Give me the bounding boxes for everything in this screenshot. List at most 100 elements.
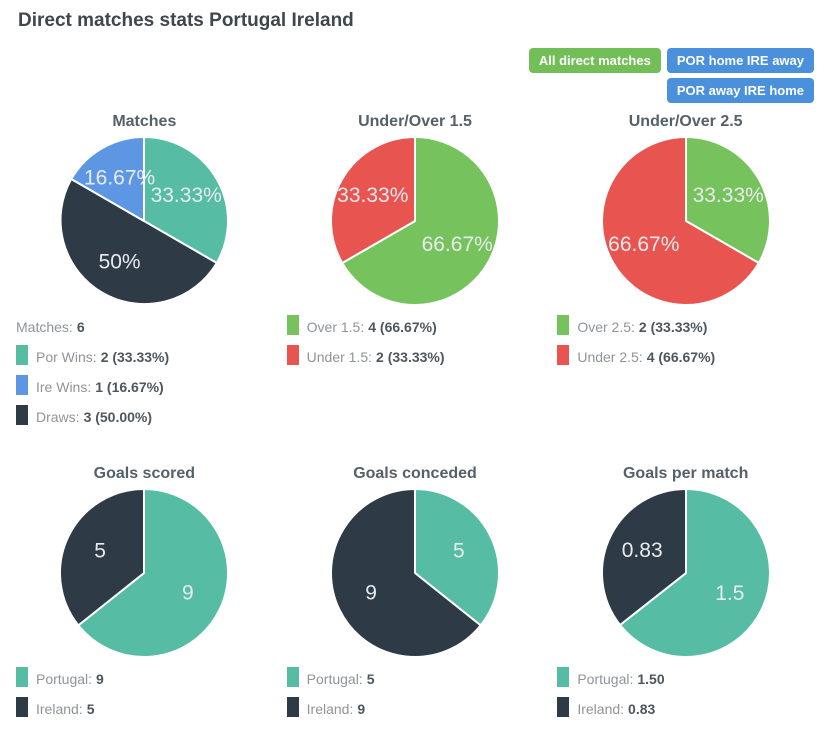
legend-value: 6 [76, 319, 85, 335]
chart-title: Goals scored [93, 465, 196, 482]
legend-value: 5 [86, 701, 95, 717]
legend-color-box [16, 697, 28, 717]
chart-legend: Over 2.5: 2 (33.33%) Under 2.5: 4 (66.67%) [557, 315, 814, 365]
pie-chart-under-over-2-5: 33.33% 66.67% [600, 136, 771, 306]
legend-item: Portugal: 1.50 [557, 667, 814, 687]
pie-slice-label: 33.33% [337, 184, 408, 207]
pie-slice-label: 5 [453, 539, 465, 562]
pie-slice-por-wins [143, 136, 230, 264]
chart-title: Matches [112, 113, 177, 130]
legend-color-box [557, 667, 570, 687]
legend-color-box [286, 697, 299, 717]
pie-slice-label: 50% [99, 251, 141, 274]
legend-item: Ireland: 0.83 [557, 697, 814, 717]
chart-cell-under-over-2-5: Under/Over 2.5 33.33% 66.67% Over 2.5: 2 (33… [557, 113, 814, 435]
legend-value: 9 [357, 701, 366, 717]
filter-buttons: All direct matches POR home IRE away POR… [16, 48, 814, 103]
chart-legend: Portugal: 5 Ireland: 9 [286, 667, 544, 717]
filter-row-1: All direct matches POR home IRE away [528, 48, 814, 73]
legend-color-box [16, 345, 28, 365]
legend-label: Over 2.5: [577, 319, 635, 335]
legend-item: Draws: 3 (50.00%) [16, 405, 273, 425]
filter-por-away-ire-home-button[interactable]: POR away IRE home [666, 78, 814, 103]
legend-label: Ireland: [577, 701, 625, 717]
pie-slice-portugal [413, 488, 500, 627]
legend-item: Over 2.5: 2 (33.33%) [557, 315, 814, 335]
legend-value: 1.50 [637, 671, 665, 687]
legend-item: Ire Wins: 1 (16.67%) [16, 375, 273, 395]
pie-slice-label: 9 [365, 582, 377, 605]
legend-color-box [286, 667, 299, 687]
pie-slice-over-2-5 [684, 136, 771, 264]
pie-chart-matches: 33.33% 50% 16.67% [59, 136, 230, 306]
legend-value: 0.83 [628, 701, 656, 717]
legend-value: 1 (16.67%) [95, 379, 164, 395]
legend-item: Over 1.5: 4 (66.67%) [286, 315, 544, 335]
legend-item: Ireland: 9 [286, 697, 544, 717]
legend-value: 4 (66.67%) [368, 319, 437, 335]
pie-chart-wrap: 66.67% 33.33% [287, 135, 544, 307]
pie-chart-wrap: 1.5 0.83 [557, 487, 814, 659]
legend-item: Ireland: 5 [16, 697, 273, 717]
chart-title: Under/Over 1.5 [358, 113, 472, 130]
legend-value: 3 (50.00%) [83, 409, 153, 425]
chart-title: Goals per match [622, 465, 749, 482]
chart-title: Under/Over 2.5 [628, 113, 743, 130]
pie-slice-portugal [618, 488, 771, 658]
filter-all-direct-matches-button[interactable]: All direct matches [528, 48, 661, 73]
chart-cell-matches: Matches 33.33% 50% 16.67% Matches: 6 Por Wins:… [16, 113, 273, 435]
chart-cell-under-over-1-5: Under/Over 1.5 66.67% 33.33% Over 1.5: 4 (66… [286, 113, 544, 435]
pie-slice-over-1-5 [341, 136, 500, 306]
filter-row-2: POR away IRE home [666, 78, 814, 103]
legend-color-box [16, 667, 28, 687]
pie-slice-portugal [77, 488, 230, 658]
legend-label: Under 1.5: [306, 349, 373, 365]
pie-slice-label: 66.67% [422, 233, 493, 256]
legend-color-box [16, 375, 28, 395]
chart-cell-goals-conceded: Goals conceded 5 9 Portugal: 5 Ireland: 9 [286, 465, 544, 727]
pie-slice-label: 16.67% [84, 166, 155, 189]
legend-item: Por Wins: 2 (33.33%) [16, 345, 273, 365]
legend-value: 5 [366, 671, 375, 687]
pie-slice-ireland [59, 488, 146, 627]
legend-value: 9 [96, 671, 104, 687]
chart-cell-goals-scored: Goals scored 9 5 Portugal: 9 Ireland: 5 [16, 465, 273, 727]
legend-color-box [16, 405, 28, 425]
pie-slice-under-1-5 [329, 136, 416, 264]
legend-color-box [557, 345, 570, 365]
legend-item: Portugal: 5 [286, 667, 544, 687]
chart-legend: Matches: 6 Por Wins: 2 (33.33%) Ire Wins: 1 (… [16, 315, 273, 425]
legend-value: 2 (33.33%) [376, 349, 445, 365]
legend-color-box [557, 315, 570, 335]
pie-chart-wrap: 33.33% 50% 16.67% [16, 135, 273, 307]
chart-cell-goals-per-match: Goals per match 1.5 0.83 Portugal: 1.50 Irela… [557, 465, 814, 727]
legend-label: Portugal: [577, 671, 634, 687]
legend-label: Ireland: [306, 701, 354, 717]
legend-color-box [557, 697, 570, 717]
charts-grid: Matches 33.33% 50% 16.67% Matches: 6 Por Wins:… [16, 113, 814, 727]
legend-label: Draws: [36, 409, 80, 425]
pie-slice-label: 66.67% [608, 233, 679, 256]
pie-chart-wrap: 33.33% 66.67% [557, 135, 814, 307]
filter-por-home-ire-away-button[interactable]: POR home IRE away [666, 48, 814, 73]
pie-slice-ire-wins [70, 136, 146, 222]
pie-slice-label: 0.83 [621, 539, 662, 562]
chart-title: Goals conceded [353, 465, 477, 482]
chart-legend: Portugal: 9 Ireland: 5 [16, 667, 273, 717]
legend-item: Under 1.5: 2 (33.33%) [286, 345, 544, 365]
pie-slice-ireland [330, 488, 482, 658]
legend-label: Ireland: [36, 701, 83, 717]
pie-slice-label: 1.5 [715, 582, 744, 605]
legend-label: Portugal: [306, 671, 363, 687]
pie-slice-label: 5 [95, 539, 107, 562]
pie-chart-goals-scored: 95 [59, 488, 230, 658]
legend-item: Portugal: 9 [16, 667, 273, 687]
pie-slice-under-2-5 [600, 136, 760, 306]
legend-label: Portugal: [36, 671, 93, 687]
pie-slice-ireland [600, 488, 687, 626]
chart-legend: Portugal: 1.50 Ireland: 0.83 [557, 667, 814, 717]
page-title: Direct matches stats Portugal Ireland [18, 10, 354, 31]
